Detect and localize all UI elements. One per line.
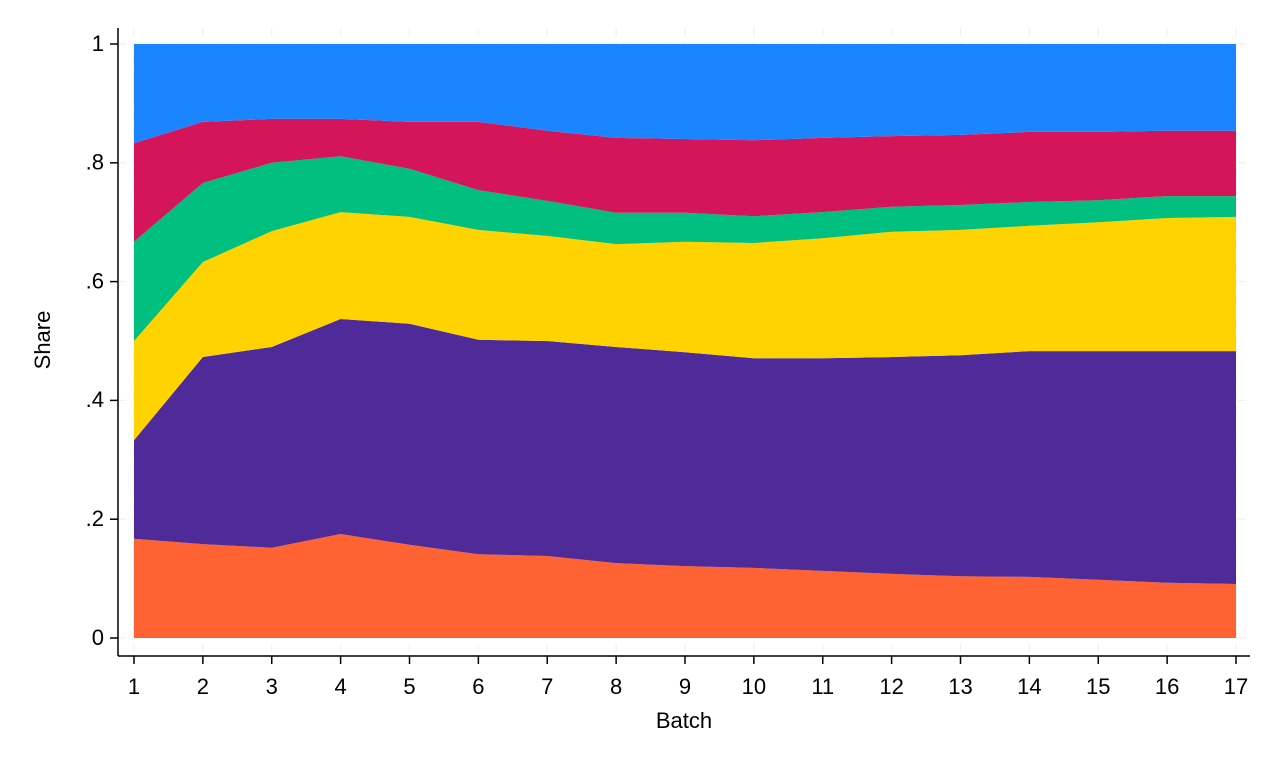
y-tick-label: .2	[86, 506, 104, 531]
x-tick-label: 13	[948, 674, 972, 699]
area	[134, 534, 1236, 638]
area	[134, 44, 1236, 144]
y-tick-label: .8	[86, 150, 104, 175]
x-tick-label: 12	[879, 674, 903, 699]
x-tick-label: 14	[1017, 674, 1041, 699]
area	[134, 212, 1236, 441]
area	[134, 319, 1236, 584]
x-tick-label: 6	[472, 674, 484, 699]
x-tick-label: 9	[679, 674, 691, 699]
x-tick-label: 8	[610, 674, 622, 699]
x-axis-label: Batch	[656, 708, 712, 733]
x-tick-label: 4	[335, 674, 347, 699]
y-tick-label: 1	[92, 31, 104, 56]
y-tick-label: 0	[92, 625, 104, 650]
area	[134, 118, 1236, 242]
x-tick-label: 15	[1086, 674, 1110, 699]
x-tick-label: 17	[1224, 674, 1248, 699]
y-axis-label: Share	[30, 311, 55, 370]
y-tick-label: .6	[86, 268, 104, 293]
x-tick-label: 5	[403, 674, 415, 699]
x-tick-label: 2	[197, 674, 209, 699]
x-tick-label: 16	[1155, 674, 1179, 699]
x-tick-label: 3	[266, 674, 278, 699]
y-tick-label: .4	[86, 387, 104, 412]
x-tick-label: 10	[742, 674, 766, 699]
x-tick-label: 11	[811, 674, 834, 699]
x-tick-label: 7	[541, 674, 553, 699]
area	[134, 156, 1236, 341]
x-tick-label: 1	[128, 674, 140, 699]
